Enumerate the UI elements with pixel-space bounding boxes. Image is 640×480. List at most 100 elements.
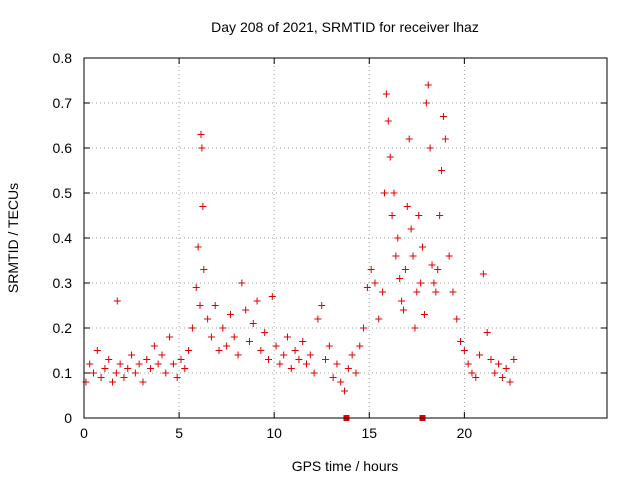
data-point — [422, 99, 430, 107]
data-point — [158, 351, 166, 359]
data-point — [401, 266, 409, 273]
data-point — [219, 324, 227, 332]
data-point — [120, 374, 128, 381]
data-point — [197, 131, 205, 138]
x-tick-label: 10 — [266, 425, 282, 441]
data-point — [379, 288, 387, 296]
data-point — [143, 356, 151, 363]
data-point — [449, 288, 457, 296]
data-point — [329, 374, 337, 381]
data-point — [483, 329, 491, 336]
data-point — [162, 369, 170, 377]
data-point — [303, 360, 311, 368]
data-point — [101, 365, 109, 372]
data-point — [337, 378, 345, 386]
data-point — [498, 374, 506, 381]
data-point — [291, 347, 299, 354]
data-point — [211, 302, 219, 309]
data-point — [268, 293, 276, 300]
y-tick-label: 0.2 — [53, 320, 73, 336]
data-point — [135, 360, 143, 368]
data-point — [439, 113, 447, 120]
data-point — [276, 360, 284, 368]
chart-title: Day 208 of 2021, SRMTID for receiver lha… — [211, 19, 479, 35]
data-point — [464, 360, 472, 368]
data-point — [380, 189, 388, 197]
data-point — [441, 135, 449, 143]
data-point — [417, 279, 425, 287]
data-point — [420, 311, 428, 318]
y-tick-label: 0.3 — [53, 275, 73, 291]
y-tick-label: 0.1 — [53, 365, 73, 381]
data-point — [413, 288, 421, 296]
data-point — [371, 279, 379, 287]
x-axis-label: GPS time / hours — [292, 458, 399, 474]
data-point — [283, 333, 291, 341]
data-point — [97, 374, 105, 381]
data-point — [230, 333, 238, 341]
data-point — [384, 117, 392, 125]
data-point — [166, 333, 174, 341]
y-tick-label: 0.8 — [53, 50, 73, 66]
data-point — [438, 167, 446, 174]
data-point — [453, 315, 461, 323]
data-point — [487, 356, 495, 363]
data-point — [207, 333, 215, 341]
data-point — [215, 347, 223, 354]
data-point — [333, 360, 341, 368]
data-point — [491, 369, 499, 377]
data-point — [502, 365, 510, 372]
x-tick-label: 5 — [175, 425, 183, 441]
data-point — [112, 369, 120, 377]
data-point — [479, 270, 487, 278]
data-point — [356, 342, 364, 350]
data-point — [261, 329, 269, 336]
data-point — [199, 203, 207, 210]
data-point — [264, 356, 272, 363]
data-point — [147, 365, 155, 372]
y-axis-label: SRMTID / TECUs — [5, 183, 21, 293]
data-point — [390, 189, 398, 197]
x-tick-label: 20 — [457, 425, 473, 441]
data-point — [257, 347, 265, 354]
data-point — [154, 360, 162, 368]
data-point — [93, 347, 101, 354]
data-point — [403, 203, 411, 210]
data-point — [124, 365, 132, 372]
data-point — [430, 279, 438, 287]
data-point — [192, 284, 200, 291]
data-point — [314, 315, 322, 323]
data-point — [105, 356, 113, 363]
data-point — [150, 342, 158, 350]
data-point — [322, 356, 330, 363]
data-point — [306, 351, 314, 359]
data-point — [367, 266, 375, 273]
data-point — [185, 347, 193, 354]
data-point — [253, 297, 261, 305]
y-tick-label: 0.7 — [53, 95, 73, 111]
data-point — [400, 306, 408, 314]
y-tick-label: 0.4 — [53, 230, 73, 246]
data-point — [436, 212, 444, 219]
data-point — [90, 369, 98, 377]
data-point — [139, 378, 147, 386]
data-point — [310, 369, 318, 377]
x-tick-label: 15 — [361, 425, 377, 441]
data-point — [407, 225, 415, 233]
data-point — [419, 243, 427, 251]
data-point — [223, 342, 231, 350]
data-point — [382, 90, 390, 98]
data-point — [204, 315, 212, 323]
data-point — [411, 324, 419, 332]
data-point — [405, 135, 413, 143]
data-point — [242, 306, 250, 314]
data-point — [375, 315, 383, 323]
data-point — [352, 369, 360, 377]
data-point — [325, 342, 333, 350]
data-point — [200, 266, 208, 273]
data-point — [424, 81, 432, 89]
data-point — [194, 243, 202, 251]
